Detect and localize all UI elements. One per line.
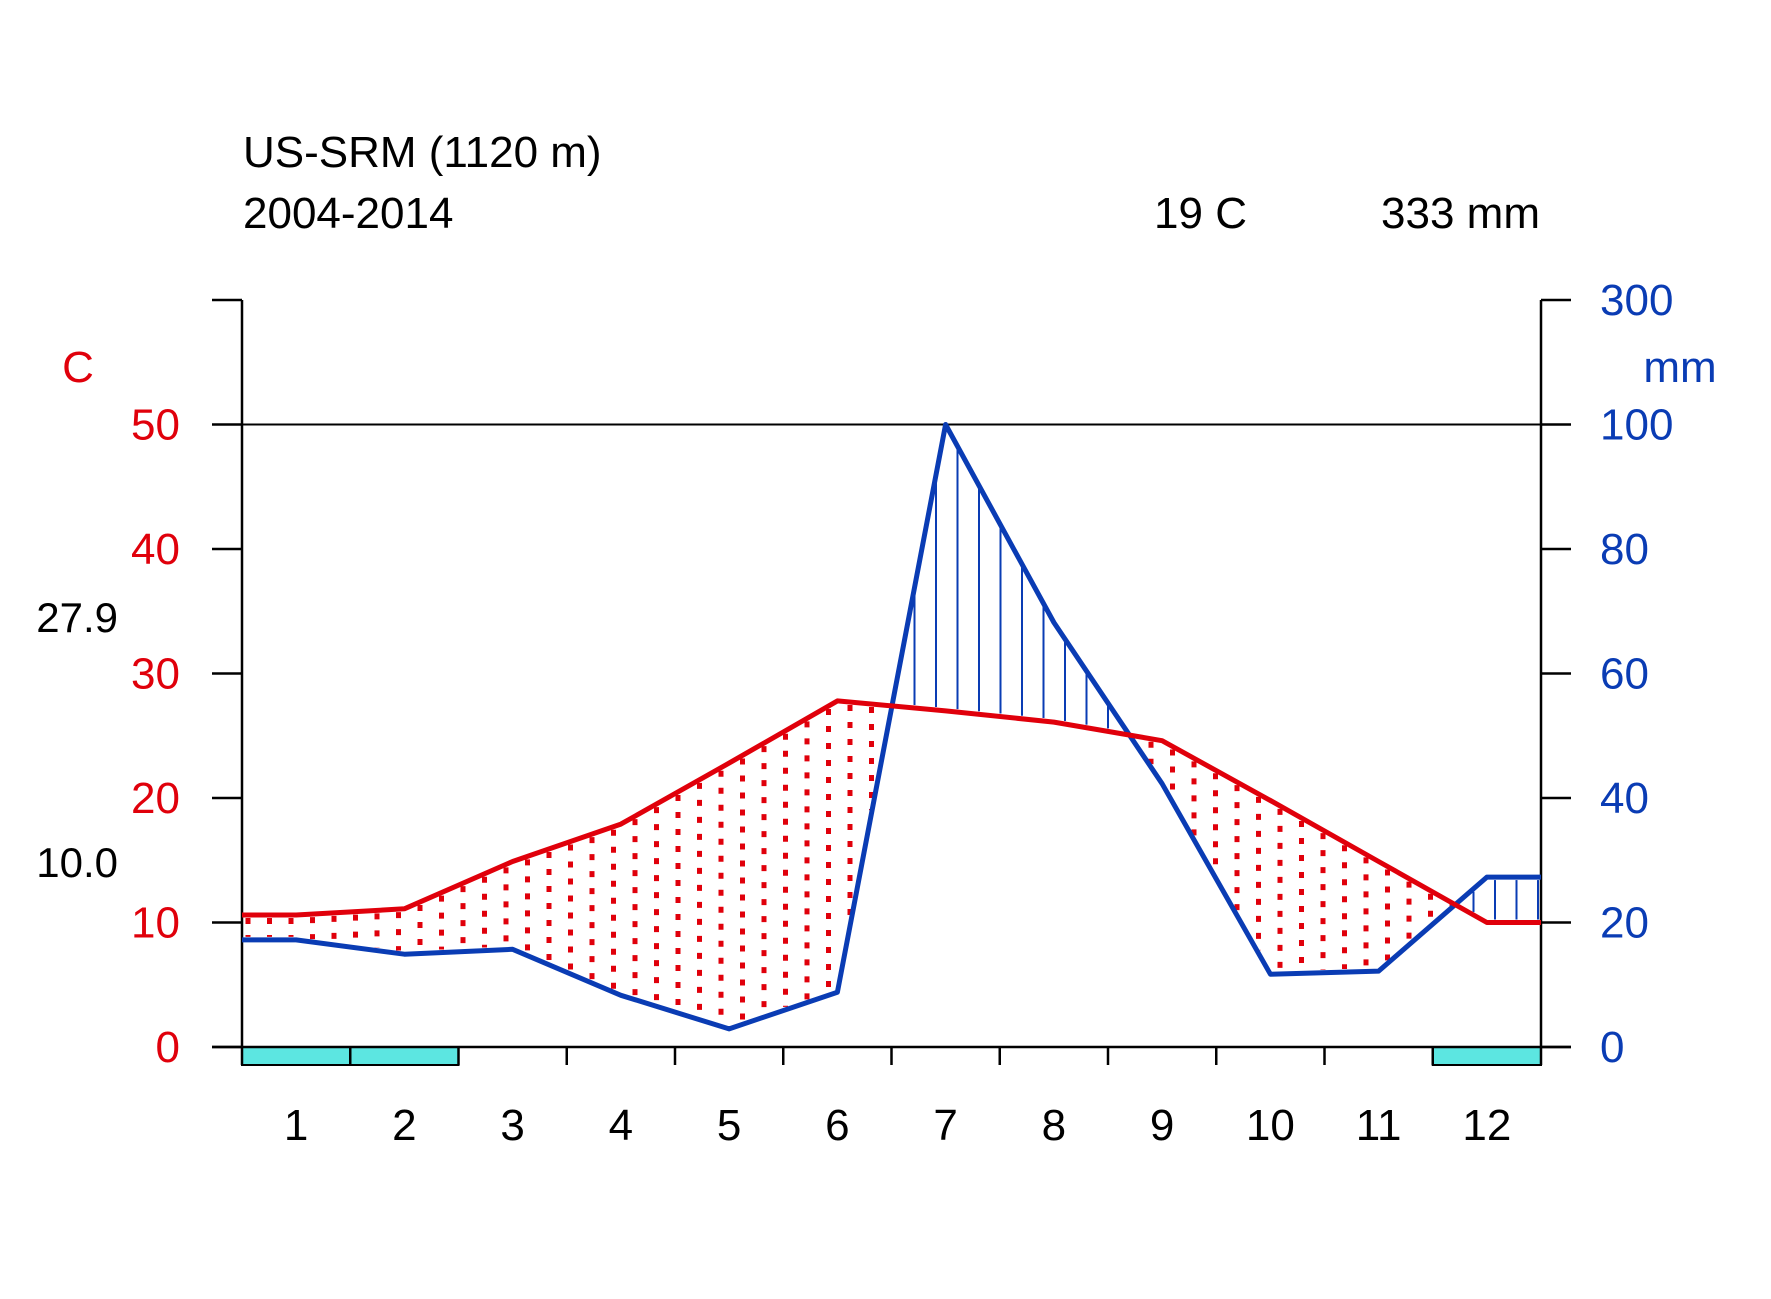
precipitation-tick-label-40: 40 <box>1600 774 1649 823</box>
temperature-tick-labels: 0 10 20 30 40 50 <box>131 401 180 1073</box>
mean-temperature-label: 19 C <box>1154 189 1247 238</box>
frost-bar-month-1 <box>241 1046 352 1066</box>
temperature-tick-label-0: 0 <box>156 1023 180 1072</box>
precipitation-tick-label-60: 60 <box>1600 650 1649 699</box>
precipitation-line <box>242 422 1541 1032</box>
month-label-8: 8 <box>1042 1101 1066 1150</box>
month-label-7: 7 <box>933 1101 957 1150</box>
chart-period: 2004-2014 <box>243 189 453 238</box>
temperature-line <box>242 698 1541 925</box>
precipitation-tick-label-20: 20 <box>1600 899 1649 948</box>
precipitation-unit-label: mm <box>1643 343 1716 392</box>
month-label-9: 9 <box>1150 1101 1174 1150</box>
precipitation-tick-label-80: 80 <box>1600 525 1649 574</box>
month-label-11: 11 <box>1356 1101 1402 1150</box>
annual-precipitation-label: 333 mm <box>1381 189 1540 238</box>
temperature-tick-label-40: 40 <box>131 525 180 574</box>
precipitation-tick-label-0: 0 <box>1600 1023 1624 1072</box>
frost-bar-month-12 <box>1431 1046 1542 1066</box>
chart-title: US-SRM (1120 m) <box>243 128 602 177</box>
temperature-unit-label: C <box>62 343 94 392</box>
month-tick-labels: 1 2 3 4 5 6 7 8 9 10 11 12 <box>284 1101 1511 1150</box>
month-label-5: 5 <box>717 1101 741 1150</box>
max-warm-month-label: 27.9 <box>36 594 118 641</box>
month-label-3: 3 <box>500 1101 524 1150</box>
dry-period-hatch <box>245 705 1455 1024</box>
temperature-tick-label-10: 10 <box>131 899 180 948</box>
temperature-tick-label-30: 30 <box>131 650 180 699</box>
precipitation-tick-label-300: 300 <box>1600 276 1673 325</box>
month-label-4: 4 <box>609 1101 633 1150</box>
frost-bar-month-2 <box>349 1046 460 1066</box>
month-label-6: 6 <box>825 1101 849 1150</box>
min-cold-month-label: 10.0 <box>36 839 118 886</box>
temperature-tick-label-20: 20 <box>131 774 180 823</box>
month-label-12: 12 <box>1462 1101 1511 1150</box>
temperature-tick-label-50: 50 <box>131 401 180 450</box>
precipitation-tick-label-100: 100 <box>1600 401 1673 450</box>
wet-period-hatch <box>892 449 1539 920</box>
month-label-1: 1 <box>284 1101 308 1150</box>
axes <box>212 298 1571 1065</box>
month-label-2: 2 <box>392 1101 416 1150</box>
precipitation-tick-labels: 0 20 40 60 80 100 300 <box>1600 276 1673 1072</box>
month-label-10: 10 <box>1246 1101 1295 1150</box>
